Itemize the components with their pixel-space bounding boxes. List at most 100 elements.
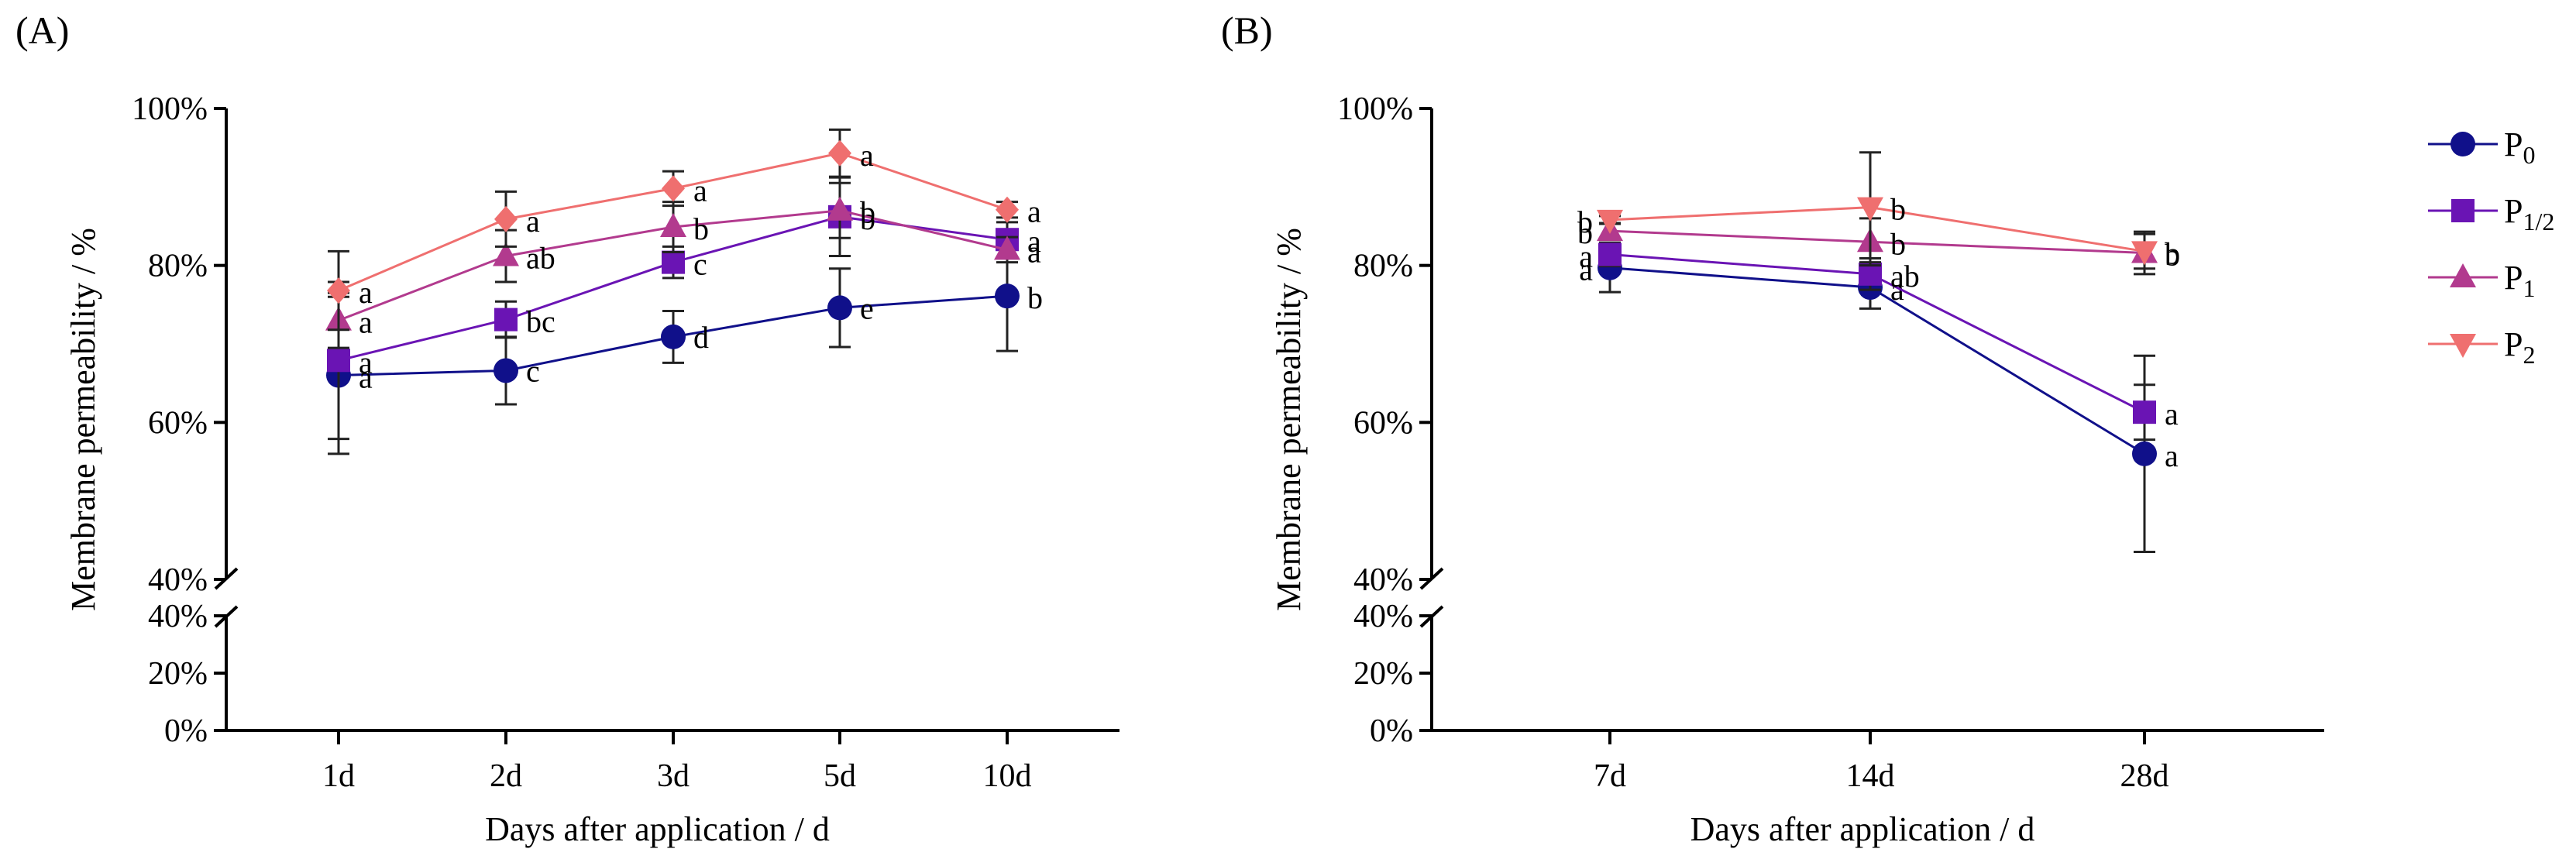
y-axis-title: Membrane permeability / % [64,228,102,611]
data-point [327,349,350,373]
y-tick-label: 100% [1337,91,1413,127]
legend-label-base: P [2504,192,2523,230]
data-point [494,308,518,332]
significance-letter: a [2165,438,2179,473]
data-point [994,235,1020,260]
significance-letter: e [860,290,874,325]
significance-letter: b [860,195,875,230]
data-point [995,284,1020,309]
significance-letter: a [2165,397,2179,431]
x-tick-label: 3d [657,758,690,794]
significance-letter: a [1027,224,1041,259]
significance-letter: b [2165,235,2180,270]
legend-label: P0 [2504,125,2535,169]
legend-marker [2450,263,2476,287]
x-tick-label: 1d [322,758,355,794]
significance-letter: a [1579,239,1593,273]
y-tick-label: 20% [1353,656,1413,692]
panel-label: (A) [15,9,69,52]
data-point [1597,209,1623,234]
significance-letter: b [1577,215,1593,250]
legend-label: P1/2 [2504,192,2554,235]
significance-letter: a [1027,194,1041,229]
y-tick-label: 100% [132,91,208,127]
y-tick-label: 40% [1353,562,1413,598]
y-axis-title: Membrane permeability / % [1270,228,1308,611]
legend-item: P2 [2428,325,2535,369]
data-point [493,242,519,266]
x-axis-title: Days after application / d [1690,810,2035,848]
x-axis-title: Days after application / d [485,810,830,848]
panel-b: (B) 40% 60% 80% 100% 0% 20% 40% 7d 14d 28d Membrane… [1221,9,2324,848]
significance-letter: b [860,201,875,236]
significance-letter: a [359,360,373,395]
legend-label-subscript: 1 [2523,274,2535,302]
legend-label: P1 [2504,259,2535,302]
significance-letter: b [1890,226,1906,261]
data-point [2133,400,2156,424]
data-point [828,139,851,167]
data-point [1598,242,1622,266]
y-tick-label: 60% [1353,405,1413,441]
data-point [2131,241,2158,266]
y-tick-label: 80% [148,249,208,284]
x-tick-label: 5d [824,758,856,794]
y-tick-label: 40% [148,599,208,634]
significance-letter: a [1890,272,1904,307]
y-tick-label: 0% [1370,713,1413,749]
significance-letter: a [526,204,540,239]
significance-letter: a [359,305,373,340]
data-point [827,295,852,321]
significance-letter: a [860,138,874,173]
legend-item: P1 [2428,259,2535,302]
y-tick-label: 20% [148,656,208,692]
panel-a: (A) 40% 60% 80% 100% 0% 20% 40% 1d 2d 3d 5d 10d Membr… [15,9,1119,848]
significance-letter: a [359,345,373,380]
significance-letter: ab [1890,259,1920,294]
significance-letter: ab [526,241,555,276]
significance-letter: a [693,173,707,208]
data-point [494,205,518,232]
legend-label-subscript: 2 [2523,341,2535,369]
y-tick-label: 60% [148,405,208,441]
data-point [327,277,350,304]
x-tick-label: 2d [490,758,522,794]
significance-letter: b [693,211,709,246]
legend-label-base: P [2504,325,2523,363]
legend-label: P2 [2504,325,2535,369]
significance-letter: a [359,275,373,310]
significance-letter: b [1890,192,1906,227]
significance-letter: b [2165,237,2180,272]
legend-marker [2450,334,2476,358]
data-point [2132,441,2157,466]
x-tick-label: 10d [983,758,1032,794]
data-point [1857,197,1883,222]
data-point [996,196,1019,223]
significance-letter: d [693,320,709,355]
legend-label-subscript: 1/2 [2523,208,2554,235]
y-tick-label: 40% [1353,599,1413,634]
y-tick-label: 80% [1353,249,1413,284]
significance-letter: bc [526,304,555,339]
data-point [661,324,686,349]
data-point [494,358,518,383]
significance-letter: a [1027,234,1041,269]
legend-marker [2451,199,2475,222]
significance-letter: a [1579,253,1593,287]
data-point [662,175,685,202]
legend-marker [2450,132,2475,156]
x-tick-label: 14d [1846,758,1895,794]
legend-item: P1/2 [2428,192,2554,235]
data-point [827,196,853,221]
x-tick-label: 28d [2120,758,2169,794]
legend-label-subscript: 0 [2523,141,2535,169]
data-point [662,250,685,274]
legend-label-base: P [2504,125,2523,163]
significance-letter: b [1577,204,1593,239]
